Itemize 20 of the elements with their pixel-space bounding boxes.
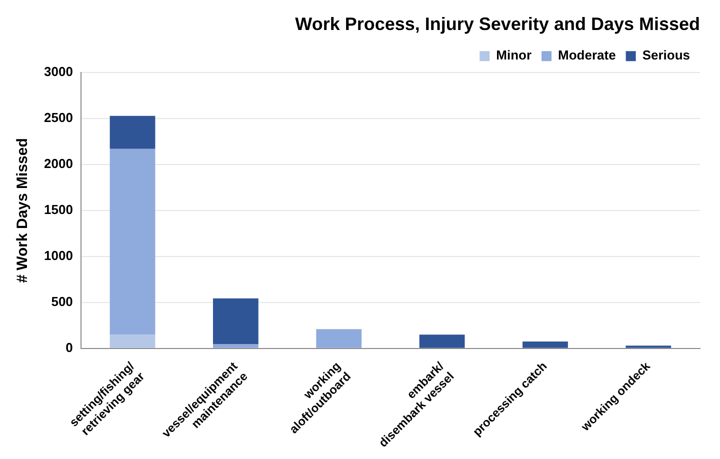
legend-label: Minor [496, 48, 532, 63]
y-tick-label: 0 [66, 340, 73, 356]
bar [522, 342, 568, 348]
bar [212, 344, 258, 348]
y-axis-title: # Work Days Missed [14, 138, 32, 283]
y-tick-label: 3000 [44, 64, 73, 80]
bar [110, 148, 156, 335]
y-tick-label: 1500 [44, 202, 73, 218]
bar [419, 334, 465, 348]
bar [110, 334, 156, 348]
legend-label: Serious [642, 48, 690, 63]
legend-label: Moderate [558, 48, 616, 63]
y-tick-label: 500 [51, 294, 73, 310]
y-tick-label: 1000 [44, 248, 73, 264]
bar [316, 329, 362, 348]
y-tick-label: 2000 [44, 156, 73, 172]
bar [110, 116, 156, 149]
y-tick-label: 2500 [44, 110, 73, 126]
chart-title: Work Process, Injury Severity and Days Missed [295, 14, 700, 34]
bar [212, 298, 258, 344]
